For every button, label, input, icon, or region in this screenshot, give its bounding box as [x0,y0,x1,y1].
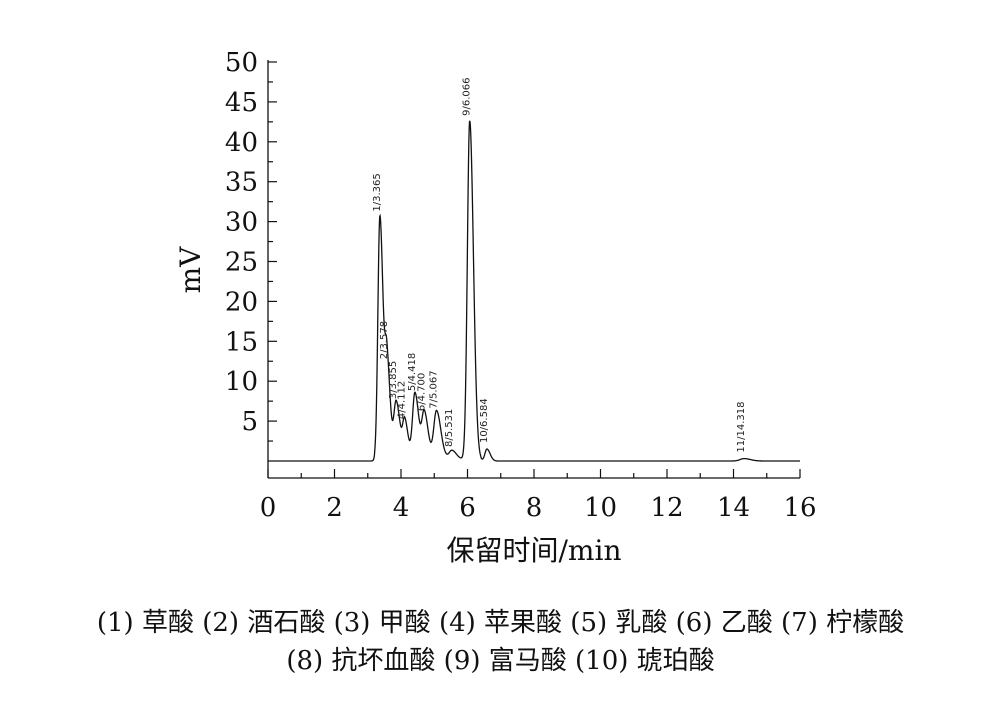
legend-line-1: (1) 草酸 (2) 酒石酸 (3) 甲酸 (4) 苹果酸 (5) 乳酸 (6)… [96,608,905,638]
peak-label: 3/3.855 [388,361,399,399]
x-axis-label: 保留时间/min [447,534,622,567]
y-tick-label: 25 [225,248,258,278]
x-tick-label: 8 [526,493,543,523]
x-tick-label: 12 [650,493,683,523]
y-tick-label: 40 [225,128,258,158]
y-tick-label: 50 [225,48,258,78]
chromatogram-trace [268,120,800,462]
peak-label: 1/3.365 [372,173,383,211]
peak-label: 5/4.418 [407,353,418,391]
y-tick-label: 20 [225,287,258,317]
peak-label: 7/5.067 [428,370,439,408]
y-tick-label: 35 [225,168,258,198]
y-tick-label: 30 [225,208,258,238]
peak-label: 9/6.066 [462,77,473,115]
x-tick-label: 2 [326,493,343,523]
y-axis-label: mV [174,246,207,294]
y-tick-label: 10 [225,367,258,397]
x-tick-label: 16 [783,493,816,523]
x-tick-label: 4 [393,493,410,523]
y-tick-label: 5 [241,407,258,437]
x-tick-label: 0 [260,493,277,523]
peak-label: 6/4.700 [416,373,427,411]
ticks: 0 2 4 6 8 10 12 14 16 5 10 15 20 25 30 35 40 45 50 [225,48,817,523]
chromatogram-chart: 0 2 4 6 8 10 12 14 16 5 10 15 20 25 30 35 40 45 50 1/3.365… [174,48,817,567]
legend-line-2: (8) 抗坏血酸 (9) 富马酸 (10) 琥珀酸 [286,646,715,676]
x-tick-label: 10 [584,493,617,523]
peak-label: 4/4.112 [397,381,408,419]
x-tick-label: 6 [459,493,476,523]
peak-label: 2/3.578 [379,321,390,359]
axes [267,60,800,479]
y-tick-label: 45 [225,88,258,118]
x-tick-label: 14 [717,493,750,523]
peak-labels: 1/3.365 2/3.578 3/3.8554/4.1125/4.4186/4.7… [372,77,747,452]
y-tick-label: 15 [225,327,258,357]
peak-label: 11/14.318 [736,402,747,453]
peak-label: 8/5.531 [444,409,455,447]
peak-label: 10/6.584 [479,398,490,443]
